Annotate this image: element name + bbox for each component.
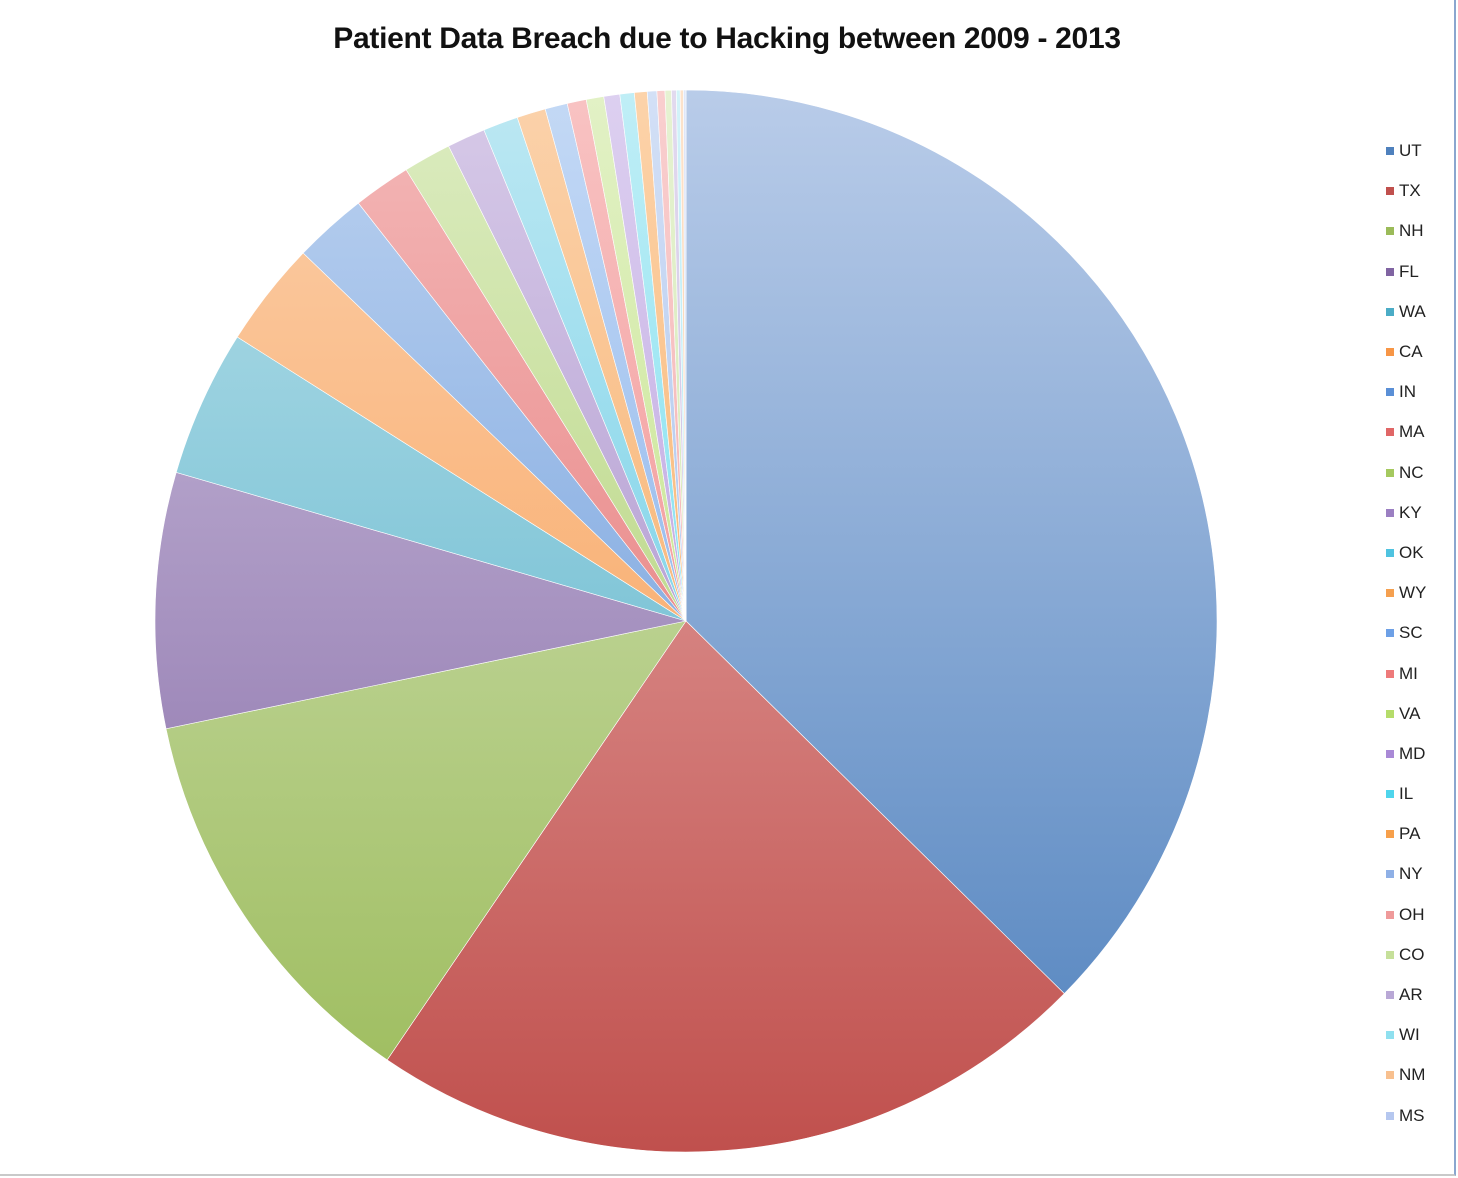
legend-item-pa: PA — [1386, 814, 1426, 854]
legend-swatch — [1386, 709, 1394, 718]
legend-swatch — [1386, 950, 1394, 959]
legend-swatch — [1386, 468, 1394, 477]
legend-label: AR — [1399, 985, 1423, 1005]
legend-label: CA — [1399, 342, 1423, 362]
legend-label: OK — [1399, 542, 1424, 562]
legend-swatch — [1386, 1031, 1394, 1040]
chart-title: Patient Data Breach due to Hacking betwe… — [333, 22, 1121, 55]
legend-item-tx: TX — [1386, 171, 1426, 211]
legend-label: NY — [1399, 864, 1423, 884]
pie-slice-nh — [165, 620, 687, 1061]
legend-swatch — [1386, 1071, 1394, 1080]
legend-swatch — [1386, 348, 1394, 357]
legend-item-ca: CA — [1386, 332, 1426, 372]
legend-item-sc: SC — [1386, 613, 1426, 653]
pie-chart — [154, 89, 1218, 1153]
legend-item-md: MD — [1386, 734, 1426, 774]
legend-swatch — [1386, 991, 1394, 1000]
legend-swatch — [1386, 307, 1394, 316]
legend-item-co: CO — [1386, 935, 1426, 975]
legend-label: KY — [1399, 502, 1422, 522]
legend-label: WI — [1399, 1025, 1420, 1045]
legend-item-fl: FL — [1386, 252, 1426, 292]
chart-legend: UT TX NH FL WA CA IN MA NC KY OK WY SC MI VA MD IL PA NY OH… — [1386, 131, 1426, 1136]
legend-swatch — [1386, 548, 1394, 557]
legend-item-il: IL — [1386, 774, 1426, 814]
legend-item-oh: OH — [1386, 895, 1426, 935]
legend-swatch — [1386, 629, 1394, 638]
legend-item-ma: MA — [1386, 412, 1426, 452]
legend-label: NH — [1399, 221, 1424, 241]
legend-label: NC — [1399, 462, 1424, 482]
legend-item-ny: NY — [1386, 854, 1426, 894]
legend-label: WY — [1399, 583, 1427, 603]
legend-label: OH — [1399, 904, 1425, 924]
legend-item-wa: WA — [1386, 292, 1426, 332]
legend-item-ar: AR — [1386, 975, 1426, 1015]
legend-swatch — [1386, 267, 1394, 276]
legend-swatch — [1386, 428, 1394, 437]
legend-swatch — [1386, 830, 1394, 839]
legend-swatch — [1386, 790, 1394, 799]
legend-swatch — [1386, 910, 1394, 919]
legend-item-ky: KY — [1386, 493, 1426, 533]
legend-item-mi: MI — [1386, 653, 1426, 693]
legend-swatch — [1386, 749, 1394, 758]
legend-label: NM — [1399, 1065, 1426, 1085]
legend-item-ok: OK — [1386, 533, 1426, 573]
legend-swatch — [1386, 388, 1394, 397]
legend-label: MS — [1399, 1105, 1425, 1125]
legend-label: SC — [1399, 623, 1423, 643]
legend-item-nh: NH — [1386, 211, 1426, 251]
legend-label: CO — [1399, 944, 1425, 964]
legend-label: MA — [1399, 422, 1425, 442]
pie-slice-ms — [683, 89, 687, 622]
legend-swatch — [1386, 227, 1394, 236]
legend-swatch — [1386, 508, 1394, 517]
legend-swatch — [1386, 870, 1394, 879]
legend-swatch — [1386, 669, 1394, 678]
legend-label: UT — [1399, 141, 1422, 161]
legend-swatch — [1386, 187, 1394, 196]
legend-item-in: IN — [1386, 372, 1426, 412]
legend-label: MI — [1399, 663, 1418, 683]
legend-swatch — [1386, 147, 1394, 156]
legend-item-va: VA — [1386, 694, 1426, 734]
legend-label: VA — [1399, 703, 1421, 723]
legend-item-nm: NM — [1386, 1055, 1426, 1095]
legend-label: FL — [1399, 261, 1419, 281]
legend-item-ms: MS — [1386, 1096, 1426, 1136]
legend-label: IL — [1399, 784, 1414, 804]
legend-label: TX — [1399, 181, 1421, 201]
legend-swatch — [1386, 589, 1394, 598]
legend-item-wi: WI — [1386, 1015, 1426, 1055]
legend-label: PA — [1399, 824, 1421, 844]
legend-item-wy: WY — [1386, 573, 1426, 613]
legend-item-nc: NC — [1386, 453, 1426, 493]
pie-slice-fl — [154, 472, 687, 730]
legend-label: WA — [1399, 301, 1426, 321]
legend-swatch — [1386, 1111, 1394, 1120]
pie-slice-tx — [386, 620, 1065, 1153]
legend-label: MD — [1399, 743, 1426, 763]
pie-slices — [154, 89, 1218, 1153]
pie-slice-ut — [685, 89, 1218, 995]
legend-label: IN — [1399, 382, 1416, 402]
legend-item-ut: UT — [1386, 131, 1426, 171]
